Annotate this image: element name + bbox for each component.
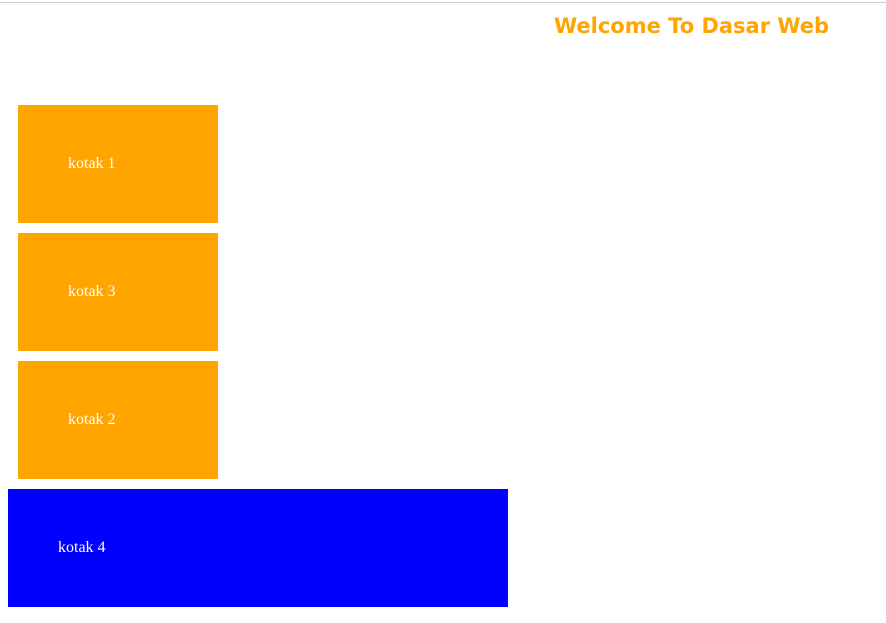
- box-label: kotak 1: [68, 155, 116, 172]
- box-kotak-4: kotak 4: [8, 489, 508, 607]
- top-divider: [0, 2, 886, 3]
- box-kotak-3: kotak 3: [18, 233, 218, 351]
- box-label: kotak 3: [68, 283, 116, 300]
- box-kotak-2: kotak 2: [18, 361, 218, 479]
- box-kotak-1: kotak 1: [18, 105, 218, 223]
- box-label: kotak 2: [68, 411, 116, 428]
- box-label: kotak 4: [58, 539, 106, 556]
- page-title: Welcome To Dasar Web: [554, 14, 830, 38]
